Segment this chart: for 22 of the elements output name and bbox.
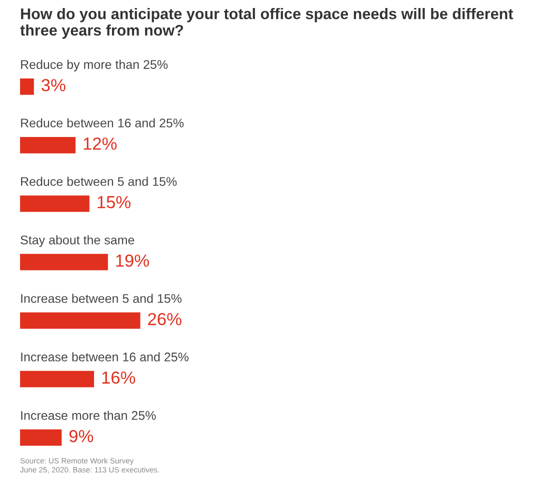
bar bbox=[20, 429, 62, 446]
data-label: 15% bbox=[98, 196, 130, 208]
y-tick-label: Reduce between 5 and 15% bbox=[21, 176, 177, 186]
y-tick-label: Reduce by more than 25% bbox=[21, 60, 168, 72]
data-label: 3% bbox=[42, 79, 66, 92]
data-label: 9% bbox=[69, 430, 94, 442]
y-tick-label: Increase between 16 and 25% bbox=[21, 352, 188, 362]
data-label: 12% bbox=[84, 138, 117, 150]
text: How do you anticipate your total office space needs will be different three years from now? bbox=[20, 8, 514, 39]
bar bbox=[20, 136, 76, 154]
data-label: 19% bbox=[116, 254, 149, 267]
y-tick-label: Increase more than 25% bbox=[21, 410, 156, 420]
bar bbox=[20, 370, 94, 388]
bar bbox=[20, 254, 108, 270]
bar bbox=[20, 312, 140, 329]
bar bbox=[20, 78, 34, 95]
bar bbox=[20, 195, 90, 212]
y-tick-label: Stay about the same bbox=[20, 235, 134, 247]
y-tick-label: Reduce between 16 and 25% bbox=[21, 118, 184, 128]
y-tick-label: Increase between 5 and 15% bbox=[21, 294, 182, 303]
data-label: 16% bbox=[102, 371, 136, 384]
data-label: 26% bbox=[148, 312, 182, 326]
